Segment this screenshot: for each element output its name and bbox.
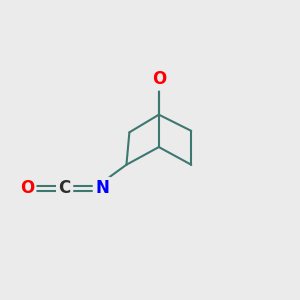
Text: O: O (152, 70, 166, 88)
Text: N: N (95, 179, 109, 197)
Text: C: C (58, 179, 71, 197)
Text: O: O (20, 179, 34, 197)
